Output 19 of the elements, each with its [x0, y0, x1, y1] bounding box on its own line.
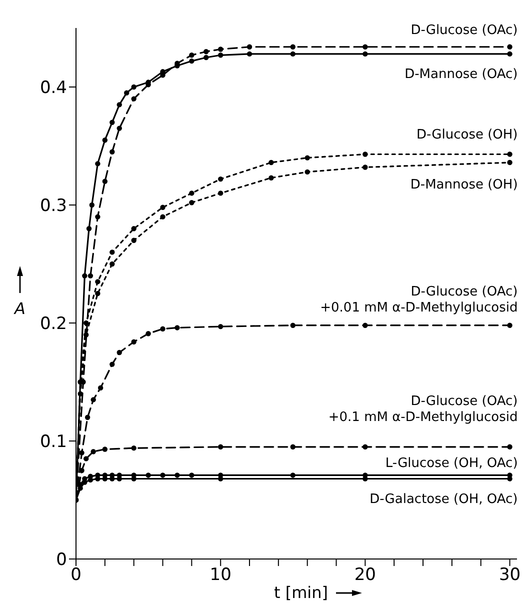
series-label: D-Mannose (OH) [410, 178, 518, 193]
y-axis-title: A [14, 299, 26, 318]
x-tick-label: 0 [70, 565, 82, 586]
y-tick-label: 0.3 [40, 196, 67, 216]
x-tick-label: 30 [498, 565, 521, 586]
x-axis-title: t [min] [274, 583, 328, 602]
y-tick-label: 0 [56, 550, 67, 570]
x-tick-label: 20 [354, 565, 376, 586]
series-label: D-Glucose (OAc) [410, 22, 518, 38]
y-tick-label: 0.2 [40, 314, 67, 334]
x-tick-label: 10 [210, 565, 232, 586]
y-tick-label: 0.4 [40, 78, 67, 98]
series-label: D-Mannose (OAc) [404, 66, 518, 82]
series-label: D-Glucose (OAc) +0.1 mM α-D-Methylglucosid [328, 394, 518, 425]
series-label: D-Glucose (OH) [416, 127, 518, 142]
series-label: D-Galactose (OH, OAc) [370, 492, 518, 507]
y-tick-label: 0.1 [40, 432, 67, 452]
series-label: D-Glucose (OAc) +0.01 mM α-D-Methylglucosid [320, 284, 518, 316]
series-label: L-Glucose (OH, OAc) [385, 456, 518, 472]
